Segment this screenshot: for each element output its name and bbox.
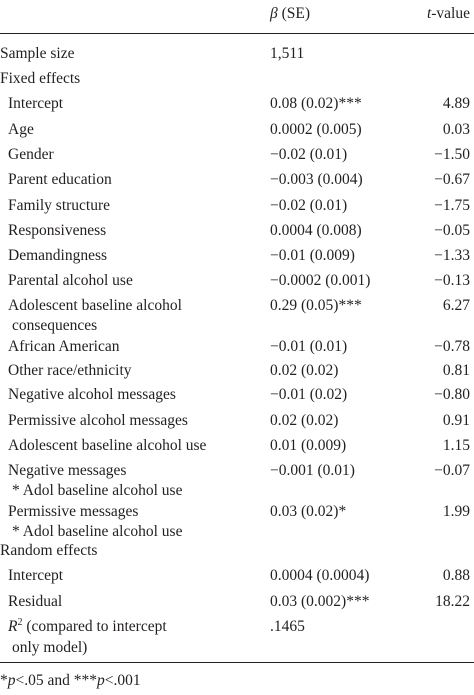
header-rule: [0, 33, 474, 34]
footnote-p1: p: [7, 672, 16, 689]
row-t: −1.33: [434, 247, 470, 264]
row-label: Responsiveness: [8, 222, 107, 239]
row-t: −0.07: [434, 462, 470, 479]
row-label: African American: [8, 338, 120, 355]
row-beta: 0.08 (0.02)***: [270, 95, 362, 112]
row-beta: −0.001 (0.01): [270, 462, 355, 479]
footnote-text2: <.001: [104, 672, 141, 689]
t-suffix: -value: [431, 5, 470, 22]
row-label: Adolescent baseline alcohol: [8, 297, 182, 314]
row-t: 1.15: [442, 437, 470, 454]
row-t: 4.89: [442, 95, 470, 112]
row-label: Negative messages: [8, 462, 127, 479]
r2-value: .1465: [270, 618, 305, 635]
row-beta: 0.29 (0.05)***: [270, 297, 362, 314]
row-label: Demandingness: [8, 247, 108, 264]
row-t: −0.78: [434, 338, 470, 355]
row-label: Intercept: [8, 567, 64, 584]
row-label: Negative alcohol messages: [8, 386, 176, 403]
row-beta: −0.01 (0.02): [270, 386, 348, 403]
row-beta: 0.0002 (0.005): [270, 121, 362, 138]
r2-symbol: R: [8, 618, 18, 635]
header-beta: β (SE): [270, 4, 310, 24]
row-t: 0.91: [442, 412, 470, 429]
footnote-star: *: [0, 672, 8, 689]
row-label: Family structure: [8, 197, 111, 214]
row-label: Permissive messages: [8, 503, 139, 520]
footnote-text1: <.05 and ***: [15, 672, 98, 689]
row-label-continued: * Adol baseline alcohol use: [12, 523, 183, 540]
r2-label-continued: only model): [12, 639, 88, 656]
row-label: Intercept: [8, 95, 64, 112]
row-label: Parent education: [8, 171, 112, 188]
header-t-value: t-value: [427, 4, 470, 24]
row-label: Adolescent baseline alcohol use: [8, 437, 207, 454]
row-t: −0.05: [434, 222, 470, 239]
row-label: Age: [8, 121, 34, 138]
row-beta: −0.01 (0.01): [270, 338, 348, 355]
row-beta: 0.03 (0.02)*: [270, 503, 347, 520]
fixed-effects-heading: Fixed effects: [0, 70, 81, 87]
row-t: −0.13: [434, 272, 470, 289]
beta-symbol: β: [270, 5, 278, 22]
row-label: Residual: [8, 593, 63, 610]
row-t: 6.27: [442, 297, 470, 314]
row-t: −1.75: [434, 197, 470, 214]
random-effects-heading: Random effects: [0, 542, 98, 559]
beta-suffix: (SE): [277, 5, 311, 22]
row-label: Other race/ethnicity: [8, 362, 132, 379]
t-symbol: t: [426, 5, 432, 22]
row-t: 0.03: [442, 121, 470, 138]
footnote: *p<.05 and ***p<.001: [0, 671, 141, 691]
row-beta: 0.0004 (0.0004): [270, 567, 370, 584]
row-label-continued: * Adol baseline alcohol use: [12, 482, 183, 499]
row-beta: −0.02 (0.01): [270, 146, 348, 163]
row-t: −0.67: [434, 171, 470, 188]
row-t: −1.50: [434, 146, 470, 163]
row-label: Permissive alcohol messages: [8, 412, 188, 429]
row-beta: 0.0004 (0.008): [270, 222, 362, 239]
row-t: 0.88: [442, 567, 470, 584]
bottom-rule: [0, 662, 474, 663]
r2-label-rest: (compared to intercept: [22, 618, 167, 635]
sample-size-label: Sample size: [0, 45, 75, 62]
row-t: −0.80: [434, 386, 470, 403]
row-beta: 0.03 (0.002)***: [270, 593, 370, 610]
row-beta: −0.0002 (0.001): [270, 272, 371, 289]
row-label: Gender: [8, 146, 54, 163]
row-beta: −0.003 (0.004): [270, 171, 363, 188]
footnote-p2: p: [97, 672, 105, 689]
row-label: Parental alcohol use: [8, 272, 133, 289]
row-t: 0.81: [442, 362, 470, 379]
row-beta: 0.01 (0.009): [270, 437, 347, 454]
r2-label: R2 (compared to intercept: [8, 617, 167, 637]
row-beta: 0.02 (0.02): [270, 362, 339, 379]
row-beta: −0.02 (0.01): [270, 197, 348, 214]
row-beta: 0.02 (0.02): [270, 412, 339, 429]
row-beta: −0.01 (0.009): [270, 247, 355, 264]
row-label-continued: consequences: [12, 317, 98, 334]
r2-exponent: 2: [17, 617, 23, 628]
row-t: 1.99: [442, 503, 470, 520]
sample-size-value: 1,511: [270, 45, 305, 62]
row-t: 18.22: [435, 593, 470, 610]
